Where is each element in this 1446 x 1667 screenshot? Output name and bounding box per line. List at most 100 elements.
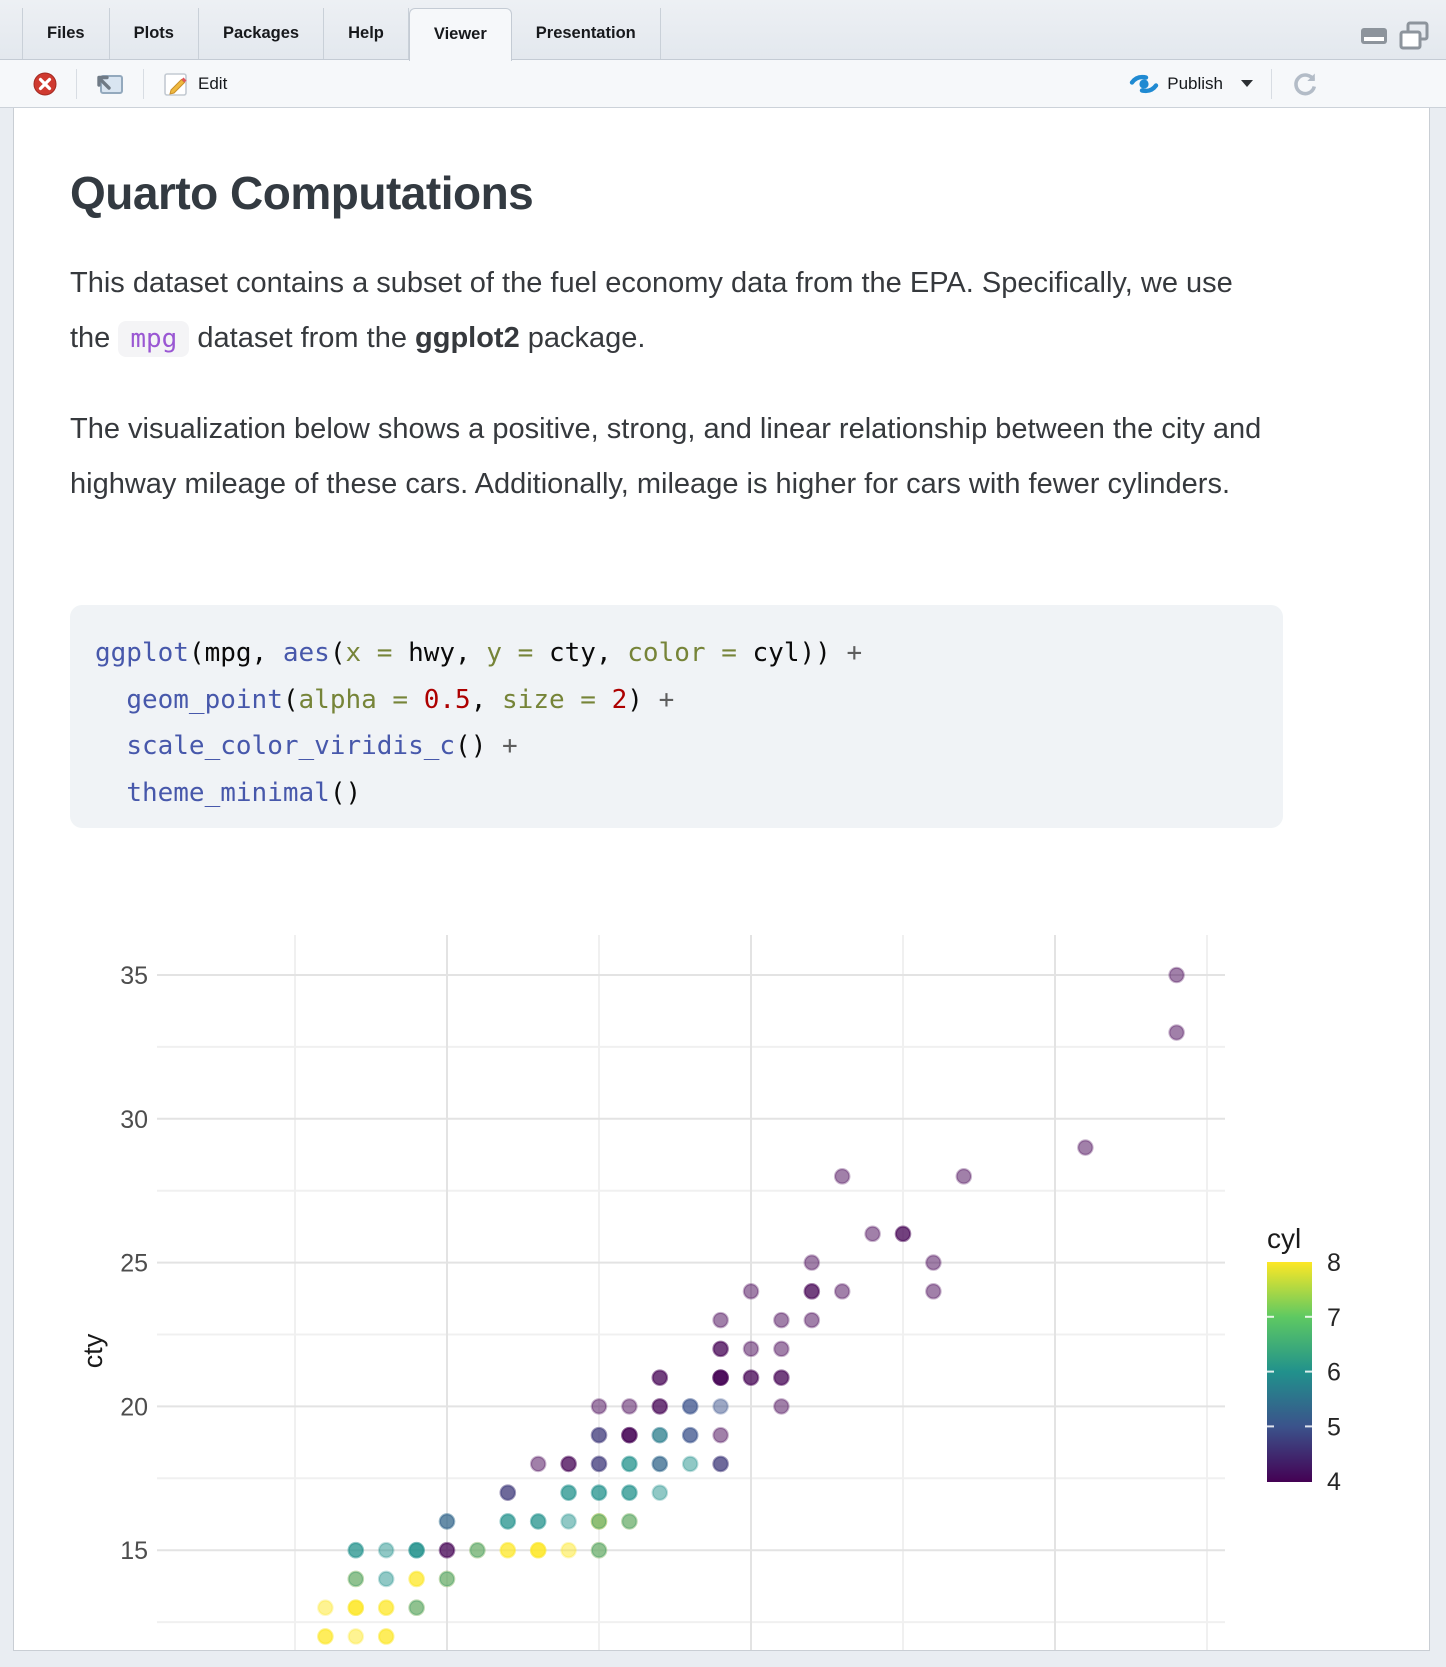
- data-point: [590, 1398, 608, 1415]
- intro-paragraph: This dataset contains a subset of the fu…: [70, 256, 1275, 367]
- scatter-plot-hwy-vs-cty: 35 30 25 20 15 cty cyl 8 7 6 5 4: [78, 935, 1341, 1650]
- data-point: [925, 1254, 942, 1271]
- paragraph-text: package.: [519, 322, 646, 354]
- data-point: [1168, 966, 1185, 984]
- code-token-at: size =: [502, 684, 612, 715]
- code-token-fn: geom_point: [126, 684, 283, 715]
- tab-list: Files Plots Packages Help Viewer Presentation: [22, 8, 661, 61]
- code-token-pl: (): [329, 777, 362, 808]
- paragraph-text: dataset from the: [189, 322, 416, 354]
- y-tick-label: 25: [120, 1250, 148, 1278]
- publish-button[interactable]: Publish: [1123, 66, 1259, 102]
- data-point: [742, 1340, 760, 1358]
- refresh-button[interactable]: [1284, 65, 1326, 103]
- code-token-at: color =: [627, 638, 753, 668]
- data-point: [438, 1513, 456, 1530]
- data-point: [651, 1484, 669, 1501]
- data-point: [438, 1570, 456, 1588]
- data-point: [317, 1628, 334, 1645]
- code-token-op: +: [502, 731, 518, 761]
- data-point: [590, 1513, 608, 1530]
- code-token-pl: ,: [470, 684, 503, 715]
- code-token-pl: (mpg,: [188, 638, 283, 668]
- data-point: [590, 1484, 608, 1501]
- clear-viewer-button[interactable]: [26, 67, 64, 101]
- data-point: [651, 1398, 669, 1415]
- data-point: [408, 1570, 425, 1588]
- legend-tick-label: 7: [1327, 1304, 1341, 1332]
- data-point: [499, 1513, 517, 1530]
- publish-button-label: Publish: [1167, 73, 1223, 93]
- code-token-pl: [95, 778, 126, 808]
- data-point: [408, 1541, 425, 1559]
- code-token-at: alpha =: [298, 684, 424, 715]
- code-token-num: 2: [611, 684, 628, 715]
- code-token-pl: [95, 685, 126, 715]
- data-point: [499, 1541, 517, 1559]
- y-tick-label: 20: [120, 1393, 148, 1421]
- tab-packages[interactable]: Packages: [199, 8, 325, 59]
- legend-tick-label: 5: [1327, 1413, 1341, 1441]
- code-token-pl: hwy,: [408, 638, 487, 668]
- data-point: [1077, 1139, 1094, 1156]
- y-tick-label: 30: [120, 1106, 148, 1134]
- code-token-fn: theme_minimal: [126, 777, 330, 808]
- code-token-pl: [95, 731, 126, 761]
- code-token-num: 0.5: [423, 684, 471, 715]
- data-point: [651, 1369, 669, 1386]
- data-point: [833, 1283, 851, 1300]
- code-token-at: y =: [486, 638, 549, 668]
- data-point: [712, 1340, 729, 1358]
- code-token-fn: ggplot: [95, 638, 189, 668]
- data-point: [864, 1225, 881, 1243]
- data-point: [621, 1426, 638, 1444]
- data-point: [681, 1426, 699, 1444]
- data-point: [894, 1225, 912, 1243]
- data-point: [347, 1599, 365, 1617]
- data-point: [621, 1398, 638, 1415]
- data-point: [560, 1484, 577, 1501]
- data-point: [712, 1398, 729, 1415]
- tab-files[interactable]: Files: [22, 8, 110, 59]
- r-code-block: ggplot(mpg, aes(x = hwy, y = cty, color …: [70, 605, 1283, 828]
- data-point: [590, 1426, 608, 1444]
- data-point: [408, 1599, 425, 1617]
- data-point: [347, 1541, 365, 1559]
- tab-plots[interactable]: Plots: [110, 8, 199, 59]
- refresh-icon: [1294, 72, 1317, 95]
- publish-dropdown-caret: [1241, 80, 1253, 87]
- data-point: [529, 1455, 547, 1473]
- data-point: [438, 1541, 456, 1559]
- popout-window-icon: [97, 74, 123, 94]
- bold-ggplot2: ggplot2: [415, 322, 520, 354]
- code-token-op: +: [846, 638, 863, 668]
- code-token-op: +: [658, 684, 675, 715]
- data-point: [681, 1398, 699, 1415]
- open-in-new-window-button[interactable]: [89, 67, 131, 101]
- edit-button[interactable]: Edit: [156, 66, 233, 102]
- code-token-pl: (: [329, 638, 346, 668]
- data-point: [560, 1541, 577, 1559]
- code-token-pl: cty,: [549, 638, 628, 668]
- maximize-pane-icon[interactable]: [1398, 20, 1430, 52]
- data-point: [742, 1283, 760, 1300]
- edit-pencil-icon: [164, 72, 187, 96]
- tab-viewer[interactable]: Viewer: [408, 8, 512, 61]
- minimize-pane-icon[interactable]: [1360, 26, 1388, 46]
- data-point: [773, 1340, 790, 1358]
- data-point: [377, 1628, 395, 1645]
- data-point: [621, 1484, 638, 1501]
- data-point: [712, 1369, 729, 1386]
- y-tick-label: 15: [120, 1537, 148, 1565]
- tab-help[interactable]: Help: [324, 8, 409, 59]
- data-point: [469, 1541, 486, 1559]
- rendered-quarto-document: Quarto Computations This dataset contain…: [13, 108, 1430, 1651]
- data-point: [681, 1455, 699, 1473]
- description-paragraph: The visualization below shows a positive…: [70, 413, 1262, 500]
- code-token-pl: (): [455, 731, 503, 761]
- data-point: [347, 1628, 365, 1645]
- close-icon: [33, 72, 57, 95]
- data-point: [773, 1369, 790, 1386]
- tab-presentation[interactable]: Presentation: [512, 8, 661, 59]
- data-point: [712, 1455, 729, 1473]
